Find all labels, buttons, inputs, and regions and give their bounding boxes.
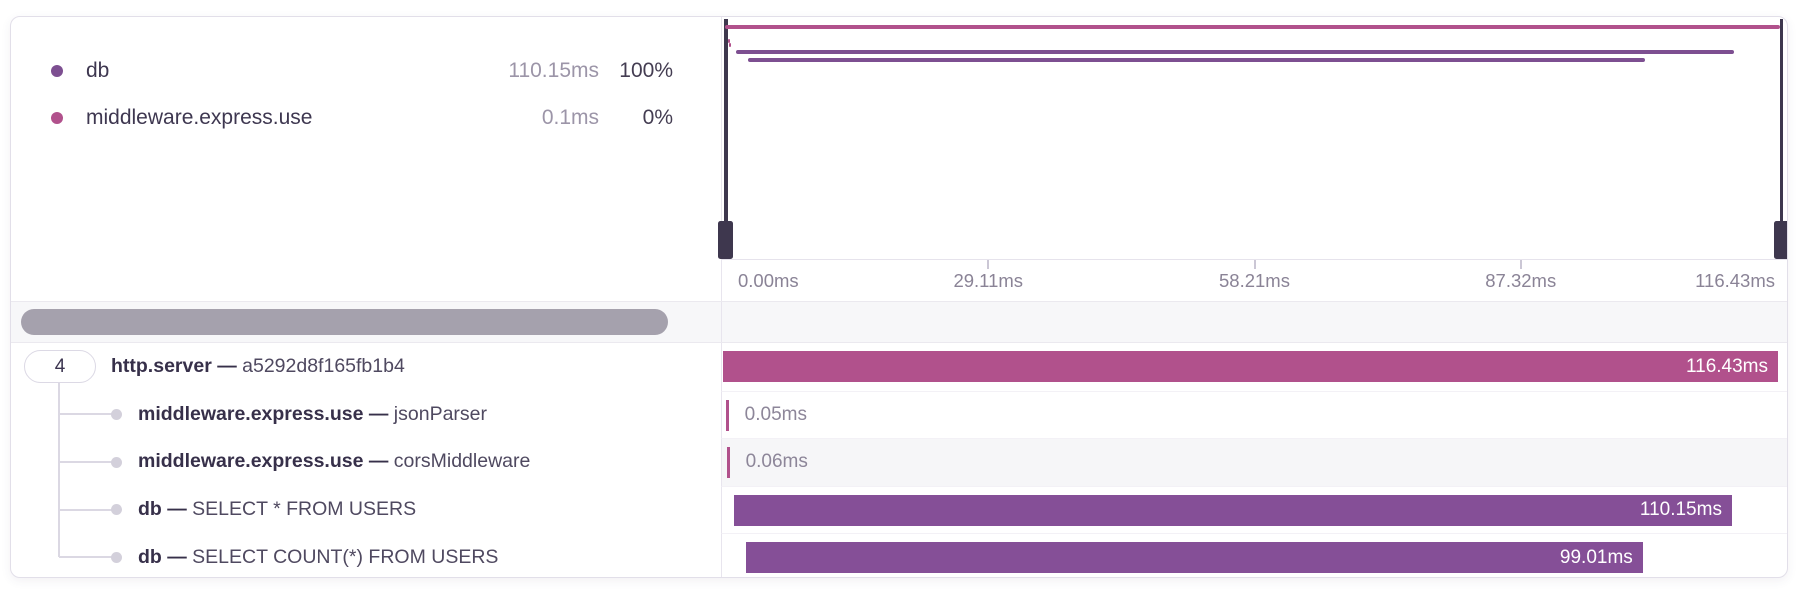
span-row-label-cell: db — SELECT COUNT(*) FROM USERS [11,533,721,577]
span-row[interactable]: db — SELECT * FROM USERS 110.15ms [11,485,1787,534]
span-detail: a5292d8f165fb1b4 [242,355,405,378]
span-bar-cell: 116.43ms [721,343,1787,391]
minimap-left-handle-grip[interactable] [718,221,733,259]
tree-node-dot [111,504,122,516]
span-label: db — SELECT COUNT(*) FROM USERS [138,546,498,569]
span-row[interactable]: middleware.express.use — corsMiddleware 0… [11,438,1787,486]
minimap-span-line [747,58,1645,62]
span-name-separator: — [161,498,193,521]
span-duration-bar[interactable] [727,447,730,479]
tree-node-dot [111,456,122,468]
span-row-label-cell: db — SELECT * FROM USERS [11,486,721,534]
span-count-badge[interactable]: 4 [24,350,96,384]
minimap-span-line [728,39,731,43]
minimap-span-line [725,25,1780,29]
axis-tick-label: 58.21ms [1219,270,1290,291]
span-row[interactable]: middleware.express.use — jsonParser 0.05m… [11,390,1787,439]
trace-header-section: db 110.15ms 100% middleware.express.use 0.1m… [11,17,1787,302]
span-name-separator: — [363,402,394,425]
tree-connector-branch [59,556,112,559]
tree-connector-branch [59,413,112,416]
span-detail: jsonParser [393,402,488,425]
span-bar-cell: 99.01ms [721,533,1787,577]
span-name-separator: — [363,450,394,473]
span-label: http.server — a5292d8f165fb1b4 [111,355,405,378]
span-duration-label: 0.06ms [745,451,808,473]
span-name: db [138,498,162,521]
span-label: middleware.express.use — jsonParser [138,403,487,426]
legend-item-duration: 110.15ms [508,58,599,82]
axis-tick-mark [1253,260,1256,269]
span-name: middleware.express.use [138,402,364,425]
legend-item-name: db [86,58,110,82]
legend-color-dot [51,112,63,125]
span-bar-cell: 0.05ms [721,390,1787,439]
span-name: http.server [111,355,212,378]
scrollbar-row-right-spacer [721,302,1787,342]
span-name-separator: — [161,545,193,568]
tree-connector-vertical [58,383,60,558]
legend-color-dot [51,64,63,77]
axis-tick-label: 87.32ms [1485,270,1557,291]
minimap-right-handle[interactable] [1774,17,1787,259]
span-duration-label: 116.43ms [1685,355,1768,377]
span-row[interactable]: db — SELECT COUNT(*) FROM USERS 99.01ms [11,533,1787,577]
legend-item-percent: 100% [619,58,673,82]
legend: db 110.15ms 100% middleware.express.use 0.1m… [11,17,721,302]
span-duration-bar[interactable]: 99.01ms [745,542,1643,574]
tree-node-dot [111,408,122,420]
horizontal-scrollbar [11,301,1787,343]
span-bar-cell: 110.15ms [721,485,1787,534]
span-label: db — SELECT * FROM USERS [138,498,416,521]
legend-item-duration: 0.1ms [541,106,599,130]
span-bar-cell: 0.06ms [721,438,1787,486]
axis-tick-label: 29.11ms [953,270,1024,291]
span-name: db [138,545,162,568]
axis-tick-label: 116.43ms [1695,270,1775,291]
span-duration-label: 0.05ms [744,403,807,425]
minimap [718,17,1787,259]
tree-connector-branch [59,461,112,463]
axis-tick-label: 0.00ms [738,270,799,291]
minimap-span-line [729,43,732,47]
span-duration-label: 110.15ms [1639,499,1722,521]
span-detail: SELECT COUNT(*) FROM USERS [192,545,499,568]
legend-item-name: middleware.express.use [86,106,313,130]
legend-item[interactable]: db 110.15ms 100% [51,47,673,95]
legend-item-percent: 0% [642,106,673,130]
span-row-label-cell: middleware.express.use — jsonParser [11,391,721,439]
span-label: middleware.express.use — corsMiddleware [138,450,530,473]
horizontal-scrollbar-thumb[interactable] [21,309,668,335]
minimap-left-handle[interactable] [718,17,733,259]
span-detail: SELECT * FROM USERS [192,498,417,521]
span-rows: 4 http.server — a5292d8f165fb1b4 116.43ms m… [11,343,1787,577]
minimap-left-handle-line [724,19,728,259]
span-duration-bar[interactable]: 110.15ms [733,494,1732,526]
span-row[interactable]: 4 http.server — a5292d8f165fb1b4 116.43ms [11,343,1787,391]
minimap-span-line [735,50,1734,54]
span-duration-label: 99.01ms [1559,546,1633,568]
span-detail: corsMiddleware [393,450,531,473]
span-duration-bar[interactable] [726,399,729,431]
minimap-right-handle-grip[interactable] [1774,221,1787,259]
axis-tick-mark [987,260,990,269]
timeline-overview: 0.00ms 29.11ms 58.21ms 87.32ms 116.43ms [718,17,1787,302]
span-row-label-cell: middleware.express.use — corsMiddleware [11,438,721,486]
span-duration-bar[interactable]: 116.43ms [723,351,1778,382]
span-name-separator: — [211,355,243,378]
horizontal-scrollbar-track[interactable] [11,302,721,342]
axis-tick-mark [1519,260,1522,269]
span-name: middleware.express.use [138,450,364,473]
tree-connector-branch [59,508,112,511]
legend-item[interactable]: middleware.express.use 0.1ms 0% [51,95,673,143]
span-row-label-cell: 4 http.server — a5292d8f165fb1b4 [11,343,721,391]
tree-node-dot [111,551,122,563]
timeline-axis: 0.00ms 29.11ms 58.21ms 87.32ms 116.43ms [722,259,1787,302]
minimap-right-handle-line [1779,19,1783,259]
trace-panel: db 110.15ms 100% middleware.express.use 0.1m… [10,16,1788,578]
